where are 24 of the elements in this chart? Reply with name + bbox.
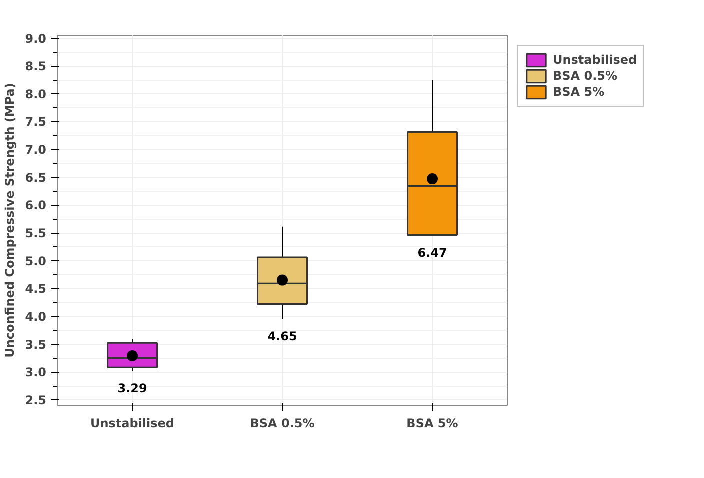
x-tick-label: BSA 0.5% <box>250 416 315 430</box>
y-tick-label: 3.5 <box>25 338 47 352</box>
y-tick-label: 7.0 <box>25 143 47 158</box>
annotation: 6.47 <box>418 246 448 260</box>
y-tick-label: 9.0 <box>25 32 47 46</box>
legend-label: Unstabilised <box>553 52 638 68</box>
y-tick-label: 5.5 <box>25 226 47 241</box>
y-tick-label: 6.0 <box>25 198 47 213</box>
y-tick-label: 8.5 <box>25 60 47 74</box>
y-tick-label: 4.5 <box>25 282 47 296</box>
y-tick-label: 3.0 <box>25 366 47 380</box>
y-tick-label: 4.0 <box>25 310 47 324</box>
y-tick-label: 8.0 <box>25 87 47 102</box>
y-tick-label: 2.5 <box>25 393 47 408</box>
y-axis-title: Unconfined Compressive Strength (MPa) <box>3 83 18 358</box>
annotation: 3.29 <box>118 382 148 396</box>
x-tick-label: Unstabilised <box>90 416 175 430</box>
y-tick-label: 6.5 <box>25 170 47 185</box>
x-tick-label: BSA 5% <box>406 416 458 430</box>
annotation: 4.65 <box>268 329 298 344</box>
y-tick-label: 5.0 <box>25 254 47 268</box>
legend-label: BSA 0.5% <box>553 68 618 84</box>
y-tick-label: 7.5 <box>25 115 47 130</box>
legend-label: BSA 5% <box>553 84 605 100</box>
